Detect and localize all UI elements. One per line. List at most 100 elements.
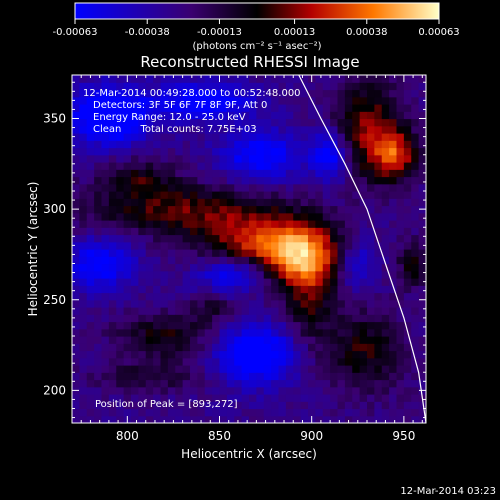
heatmap-cell [359, 147, 368, 156]
heatmap-cell [190, 82, 198, 91]
heatmap-cell [234, 401, 243, 410]
heatmap-cell [308, 154, 316, 163]
heatmap-cell [381, 154, 390, 163]
heatmap-cell [418, 408, 426, 417]
heatmap-cell [204, 401, 213, 410]
heatmap-cell [160, 140, 169, 149]
heatmap-cell [322, 336, 331, 344]
heatmap-cell [263, 89, 272, 98]
heatmap-cell [337, 241, 346, 250]
heatmap-cell [359, 299, 368, 308]
heatmap-cell [271, 212, 280, 221]
colorbar-tick-label: -0.00063 [53, 27, 98, 38]
heatmap-cell [234, 343, 243, 352]
heatmap-cell [145, 96, 154, 105]
heatmap-cell [374, 415, 383, 423]
heatmap-cell [212, 191, 221, 199]
y-axis-label: Heliocentric Y (arcsec) [26, 182, 40, 317]
heatmap-cell [116, 140, 125, 149]
heatmap-cell [322, 140, 331, 149]
heatmap-cell [234, 162, 243, 170]
heatmap-cell [249, 147, 257, 156]
heatmap-cell [308, 343, 316, 352]
heatmap-cell [359, 307, 368, 315]
heatmap-cell [116, 205, 125, 214]
heatmap-cell [256, 147, 265, 156]
heatmap-cell [418, 125, 426, 134]
heatmap-cell [374, 147, 383, 156]
heatmap-cell [374, 256, 383, 265]
heatmap-cell [234, 140, 243, 149]
heatmap-cell [72, 96, 80, 105]
heatmap-cell [249, 162, 257, 170]
heatmap-cell [256, 89, 265, 98]
heatmap-cell [190, 169, 198, 178]
heatmap-cell [241, 365, 250, 373]
heatmap-cell [381, 220, 390, 228]
heatmap-cell [418, 198, 426, 207]
heatmap-cell [79, 205, 88, 214]
heatmap-cell [79, 212, 88, 221]
heatmap-cell [197, 183, 206, 192]
heatmap-cell [108, 154, 117, 163]
heatmap-cell [72, 336, 80, 344]
heatmap-cell [403, 198, 412, 207]
heatmap-cell [167, 220, 176, 228]
heatmap-cell [293, 401, 302, 410]
heatmap-cell [256, 125, 265, 134]
heatmap-cell [175, 82, 184, 91]
colorbar-tick-label: -0.00038 [125, 27, 170, 38]
heatmap-cell [256, 118, 265, 127]
heatmap-cell [308, 278, 316, 286]
heatmap-cell [381, 314, 390, 323]
heatmap-cell [138, 365, 147, 373]
heatmap-cell [167, 241, 176, 250]
heatmap-cell [367, 365, 375, 373]
heatmap-cell [359, 415, 368, 423]
heatmap-cell [108, 365, 117, 373]
heatmap-cell [175, 140, 184, 149]
heatmap-cell [167, 285, 176, 294]
heatmap-cell [308, 82, 316, 91]
heatmap-cell [190, 372, 198, 381]
heatmap-cell [374, 176, 383, 185]
heatmap-cell [226, 118, 235, 127]
heatmap-cell [374, 169, 383, 178]
heatmap-cell [381, 212, 390, 221]
heatmap-cell [403, 104, 412, 112]
heatmap-cell [72, 365, 80, 373]
heatmap-cell [212, 314, 221, 323]
heatmap-cell [197, 278, 206, 286]
heatmap-cell [418, 162, 426, 170]
heatmap-cell [153, 343, 162, 352]
heatmap-cell [145, 336, 154, 344]
heatmap-cell [116, 241, 125, 250]
heatmap-cell [418, 234, 426, 243]
heatmap-cell [381, 205, 390, 214]
heatmap-cell [219, 133, 228, 141]
heatmap-cell [418, 307, 426, 315]
heatmap-cell [374, 140, 383, 149]
heatmap-cell [219, 198, 228, 207]
heatmap-cell [108, 205, 117, 214]
heatmap-cell [411, 285, 420, 294]
heatmap-cell [204, 111, 213, 120]
heatmap-cell [249, 299, 257, 308]
heatmap-cell [249, 191, 257, 199]
heatmap-cell [330, 96, 339, 105]
heatmap-cell [396, 307, 405, 315]
heatmap-cell [271, 198, 280, 207]
heatmap-cell [123, 118, 132, 127]
heatmap-cell [344, 394, 353, 402]
heatmap-cell [86, 162, 95, 170]
heatmap-cell [226, 111, 235, 120]
heatmap-cell [72, 154, 80, 163]
heatmap-cell [241, 82, 250, 91]
heatmap-cell [138, 75, 147, 83]
heatmap-cell [263, 328, 272, 337]
heatmap-cell [359, 328, 368, 337]
heatmap-cell [131, 111, 139, 120]
heatmap-cell [101, 111, 110, 120]
heatmap-cell [116, 394, 125, 402]
heatmap-cell [86, 394, 95, 402]
